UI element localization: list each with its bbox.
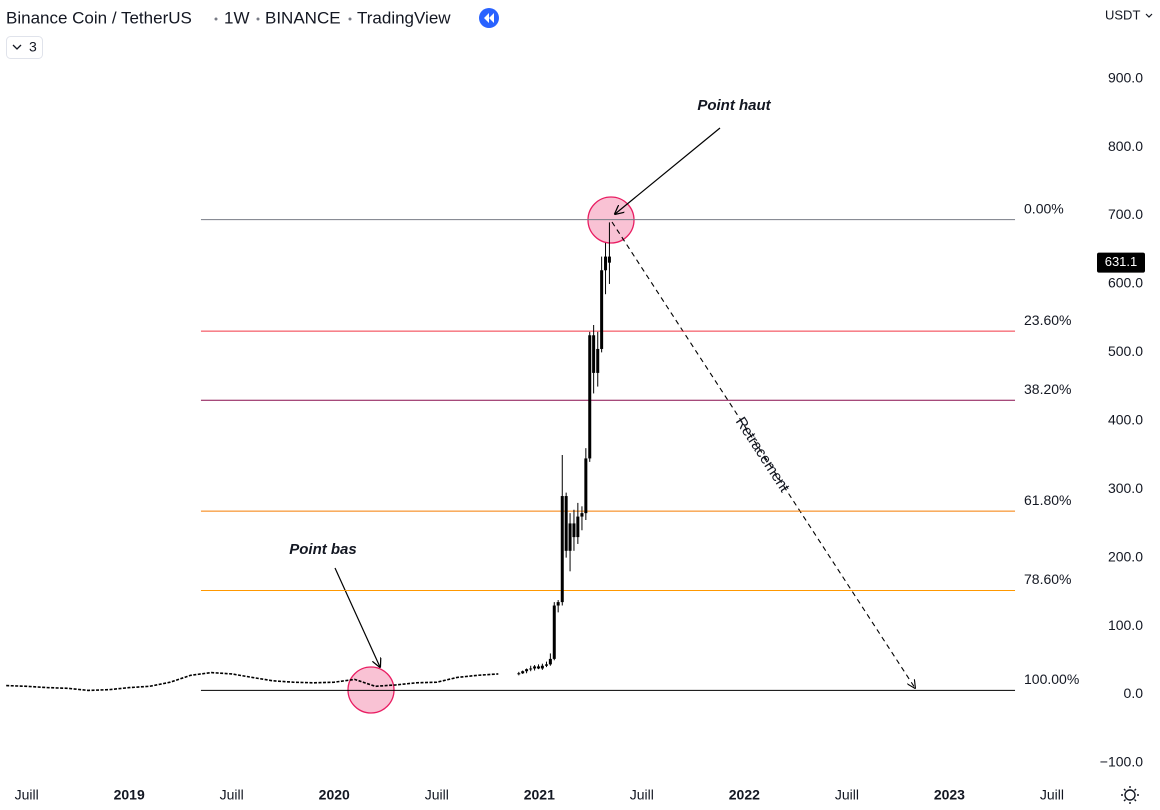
x-tick-label: 2022: [729, 787, 760, 803]
currency[interactable]: USDT: [1105, 7, 1140, 22]
price-line: [6, 671, 499, 692]
fib-level-label: 100.00%: [1024, 671, 1079, 687]
candle-body: [536, 666, 540, 669]
y-tick-label: 0.0: [1124, 685, 1144, 701]
low-arrow: [334, 567, 380, 667]
x-tick-label: Juill: [425, 787, 449, 803]
y-tick-label: 600.0: [1108, 275, 1143, 291]
y-tick-label: 400.0: [1108, 411, 1143, 427]
y-tick-label: 100.0: [1108, 617, 1143, 633]
replay-button[interactable]: [479, 8, 499, 28]
y-tick-label: 700.0: [1108, 206, 1143, 222]
candle-body: [584, 458, 588, 514]
candle-body: [588, 335, 592, 459]
y-tick-label: 800.0: [1108, 138, 1143, 154]
x-tick-label: 2021: [524, 787, 555, 803]
low-label: Point bas: [289, 541, 357, 558]
candle-body: [533, 666, 537, 669]
x-tick-label: Juill: [1040, 787, 1064, 803]
fib-level-label: 61.80%: [1024, 492, 1071, 508]
source: TradingView: [357, 8, 451, 27]
candle-body: [540, 665, 544, 669]
candle-body: [604, 256, 608, 271]
y-tick-label: 900.0: [1108, 69, 1143, 85]
candle-body: [580, 513, 584, 517]
x-tick-label: Juill: [15, 787, 39, 803]
last-price-box: [1097, 252, 1145, 273]
separator: [214, 17, 218, 21]
candle-body: [544, 664, 548, 666]
high-arrow: [615, 127, 721, 214]
indicator-toggle[interactable]: 3: [6, 36, 43, 59]
x-tick-label: 2019: [114, 787, 145, 803]
candle-body: [592, 335, 596, 373]
last-price-label: 631.1: [1105, 254, 1138, 269]
plot: 0.00% 23.60% 38.20% 61.80% 78.60% 100.00%: [6, 200, 1079, 692]
y-tick-label: 200.0: [1108, 548, 1143, 564]
fib-level-label: 78.60%: [1024, 571, 1071, 587]
candle-body: [596, 348, 600, 373]
y-tick-label: 300.0: [1108, 480, 1143, 496]
symbol: Binance Coin / TetherUS: [6, 8, 192, 27]
candle-body: [552, 605, 556, 659]
y-tick-label: −100.0: [1100, 754, 1143, 770]
candle-body: [521, 671, 525, 674]
candle-body: [576, 516, 580, 538]
fib-level-label: 23.60%: [1024, 312, 1071, 328]
settings-icon[interactable]: [1121, 786, 1139, 804]
candle-body: [525, 669, 529, 672]
x-tick-label: Juill: [630, 787, 654, 803]
x-tick-label: Juill: [835, 787, 859, 803]
exchange: BINANCE: [265, 8, 341, 27]
interval: 1W: [224, 8, 250, 27]
y-tick-label: 500.0: [1108, 343, 1143, 359]
x-tick-label: Juill: [220, 787, 244, 803]
retracement-label: Retracement: [732, 414, 793, 496]
candle-body: [568, 523, 572, 551]
fib-level-label: 38.20%: [1024, 381, 1071, 397]
candle-body: [517, 673, 521, 675]
candle-body: [548, 658, 552, 665]
candle-body: [600, 270, 604, 349]
x-tick-label: 2023: [934, 787, 965, 803]
candle-body: [564, 496, 568, 551]
fib-level-label: 0.00%: [1024, 200, 1064, 216]
separator: [256, 17, 260, 21]
candle-body: [560, 496, 564, 603]
retracement-arrow: [611, 221, 915, 688]
candle-body: [529, 668, 533, 670]
high-label: Point haut: [697, 97, 771, 114]
currency-chevron: [1145, 13, 1153, 18]
candle-body: [556, 602, 560, 606]
separator: [348, 17, 352, 21]
candle-body: [572, 523, 576, 538]
x-tick-label: 2020: [319, 787, 350, 803]
indicator-count: 3: [29, 39, 37, 55]
candle-body: [607, 256, 611, 263]
